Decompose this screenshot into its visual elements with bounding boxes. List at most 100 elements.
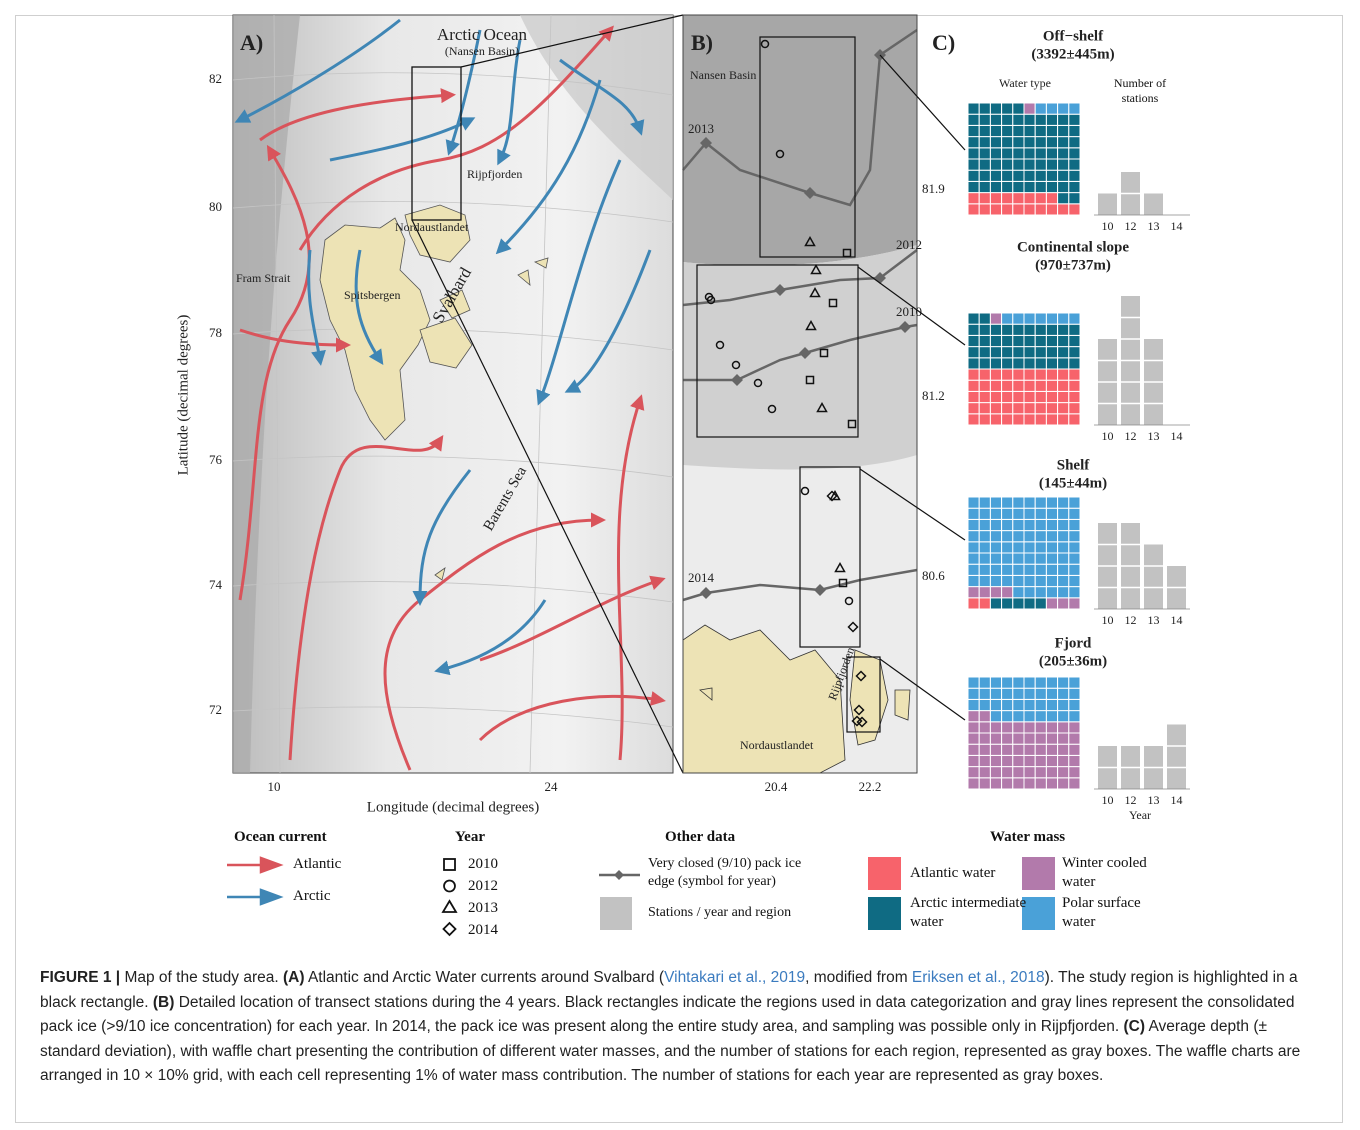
citation-link[interactable]: Eriksen et al., 2018 xyxy=(912,969,1045,986)
waffle-cell xyxy=(1035,324,1046,335)
y-tick-label: 76 xyxy=(209,452,223,467)
legend-label: Arctic xyxy=(293,887,330,906)
waffle-cell xyxy=(1069,722,1080,733)
waffle-cell xyxy=(979,677,990,688)
waffle-cell xyxy=(1046,148,1057,159)
waffle-cell xyxy=(1046,519,1057,530)
waffle-cell xyxy=(968,403,979,414)
region-depth: (145±44m) xyxy=(1039,475,1107,491)
waffle-cell xyxy=(1024,531,1035,542)
waffle-cell xyxy=(1013,347,1024,358)
waffle-cell xyxy=(1024,204,1035,215)
waffle-cell xyxy=(979,335,990,346)
waffle-cell xyxy=(1069,688,1080,699)
waffle-cell xyxy=(1035,531,1046,542)
waffle-cell xyxy=(1069,137,1080,148)
waffle-cell xyxy=(1058,193,1069,204)
waffle-cell xyxy=(1046,193,1057,204)
waffle-cell xyxy=(990,711,1001,722)
waffle-cell xyxy=(1002,204,1013,215)
waffle-cell xyxy=(1024,744,1035,755)
waffle-cell xyxy=(1002,575,1013,586)
waffle-cell xyxy=(1013,598,1024,609)
waffle-cell xyxy=(1058,114,1069,125)
waffle-cell xyxy=(1058,403,1069,414)
map-label: Nansen Basin xyxy=(690,68,756,82)
waffle-cell xyxy=(1069,598,1080,609)
waffle-cell xyxy=(1013,497,1024,508)
waffle-cell xyxy=(1002,380,1013,391)
waffle-cell xyxy=(1046,711,1057,722)
y-tick-label: 80 xyxy=(209,199,222,214)
waffle-cell xyxy=(968,181,979,192)
waffle-cell xyxy=(979,553,990,564)
waffle-cell xyxy=(1069,542,1080,553)
waffle-cell xyxy=(1069,313,1080,324)
waffle-cell xyxy=(1002,598,1013,609)
waffle-cell xyxy=(990,733,1001,744)
waffle-cell xyxy=(979,313,990,324)
waffle-cell xyxy=(1069,414,1080,425)
region-depth: (3392±445m) xyxy=(1031,46,1114,62)
year-tick-label: 10 xyxy=(1102,429,1114,443)
waffle-cell xyxy=(990,159,1001,170)
waffle-cell xyxy=(1002,369,1013,380)
waffle-cell xyxy=(1046,564,1057,575)
waffle-cell xyxy=(1002,553,1013,564)
waffle-cell xyxy=(968,313,979,324)
waffle-cell xyxy=(1035,103,1046,114)
waffle-cell xyxy=(1013,564,1024,575)
waffle-cell xyxy=(979,688,990,699)
waffle-cell xyxy=(968,414,979,425)
waffle-cell xyxy=(968,125,979,136)
waffle-cell xyxy=(1024,519,1035,530)
waffle-cell xyxy=(968,531,979,542)
waffle-cell xyxy=(1013,324,1024,335)
waffle-cell xyxy=(1035,204,1046,215)
waffle-cell xyxy=(990,575,1001,586)
waffle-cell xyxy=(1002,137,1013,148)
waffle-cell xyxy=(968,722,979,733)
waffle-cell xyxy=(968,103,979,114)
waffle-cell xyxy=(1002,767,1013,778)
waffle-cell xyxy=(1024,575,1035,586)
waffle-cell xyxy=(1058,414,1069,425)
waffle-cell xyxy=(1046,414,1057,425)
legend-swatch xyxy=(600,897,632,930)
waffle-cell xyxy=(1035,125,1046,136)
waffle-cell xyxy=(1013,688,1024,699)
legend-label: Polar surface water xyxy=(1062,894,1162,932)
waffle-cell xyxy=(1024,587,1035,598)
waffle-cell xyxy=(1013,755,1024,766)
waffle-cell xyxy=(1046,369,1057,380)
waffle-cell xyxy=(979,767,990,778)
waffle-cell xyxy=(1058,137,1069,148)
waffle-cell xyxy=(1058,598,1069,609)
waffle-cell xyxy=(990,358,1001,369)
waffle-cell xyxy=(1069,324,1080,335)
bars-header: Number of stations xyxy=(1105,76,1175,106)
waffle-cell xyxy=(990,778,1001,789)
waffle-cell xyxy=(1002,103,1013,114)
waffle-cell xyxy=(1069,531,1080,542)
caption-text: Atlantic and Arctic Water currents aroun… xyxy=(305,969,665,986)
map-label: Spitsbergen xyxy=(344,288,400,302)
waffle-cell xyxy=(1013,699,1024,710)
waffle-cell xyxy=(1035,542,1046,553)
waffle-cell xyxy=(1058,688,1069,699)
waffle-cell xyxy=(1058,497,1069,508)
waffle-cell xyxy=(1002,519,1013,530)
waffle-cell xyxy=(1046,688,1057,699)
citation-link[interactable]: Vihtakari et al., 2019 xyxy=(664,969,805,986)
map-label: Arctic Ocean xyxy=(437,25,528,44)
legend-swatch xyxy=(868,897,901,930)
waffle-cell xyxy=(1058,170,1069,181)
waffle-cell xyxy=(979,575,990,586)
waffle-cell xyxy=(968,347,979,358)
waffle-cell xyxy=(1058,380,1069,391)
waffle-cell xyxy=(1069,553,1080,564)
caption-text: (B) xyxy=(153,994,175,1011)
waffle-cell xyxy=(1069,148,1080,159)
waffle-cell xyxy=(1069,125,1080,136)
waffle-cell xyxy=(1035,767,1046,778)
